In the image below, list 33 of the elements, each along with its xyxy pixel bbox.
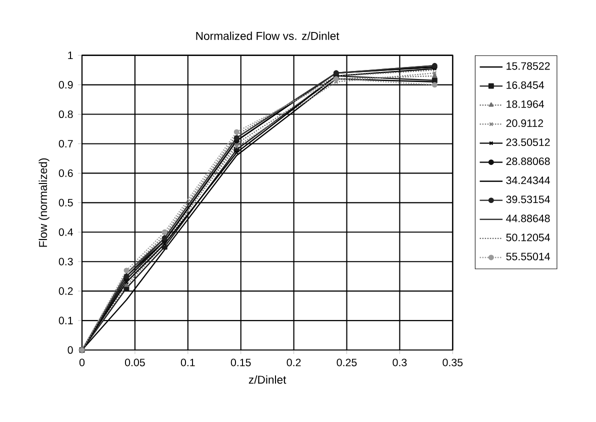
legend-label: 16.8454 xyxy=(506,81,544,89)
legend-label: 18.1964 xyxy=(506,100,544,108)
y-axis-title: Flow (normalized) xyxy=(38,158,50,247)
y-tick-label: 0.8 xyxy=(58,110,73,118)
y-tick-label: 0.7 xyxy=(58,140,73,148)
y-tick-label: 0.9 xyxy=(58,81,73,89)
y-tick-label: 0.6 xyxy=(58,169,73,177)
legend-label: 39.53154 xyxy=(506,196,550,204)
x-tick-label: 0.2 xyxy=(286,358,301,366)
legend-label: 28.88068 xyxy=(506,158,550,166)
legend-label: 15.78522 xyxy=(506,62,550,70)
x-tick-label: 0.3 xyxy=(392,358,407,366)
y-tick-label: 0 xyxy=(68,346,73,354)
legend-label: 44.88648 xyxy=(506,214,550,222)
x-tick-label: 0 xyxy=(79,358,85,366)
y-tick-label: 0.1 xyxy=(58,316,73,324)
y-tick-label: 1 xyxy=(68,52,73,59)
chart-title: Normalized Flow vs. z/Dinlet xyxy=(196,32,340,40)
x-tick-label: 0.25 xyxy=(336,358,357,366)
legend-label: 20.9112 xyxy=(506,119,544,127)
y-tick-label: 0.2 xyxy=(58,287,73,295)
x-tick-label: 0.05 xyxy=(124,358,145,366)
legend-label: 50.12054 xyxy=(506,234,550,242)
x-tick-label: 0.15 xyxy=(230,358,251,366)
x-tick-label: 0.1 xyxy=(180,358,195,366)
legend-label: 34.24344 xyxy=(506,176,550,184)
legend-label: 55.55014 xyxy=(506,252,550,260)
y-tick-label: 0.4 xyxy=(58,228,73,236)
y-tick-label: 0.3 xyxy=(58,258,73,266)
y-tick-label: 0.5 xyxy=(58,198,73,206)
legend-label: 23.50512 xyxy=(506,138,550,146)
x-axis-title: z/Dinlet xyxy=(248,375,286,384)
x-tick-label: 0.35 xyxy=(442,358,463,366)
